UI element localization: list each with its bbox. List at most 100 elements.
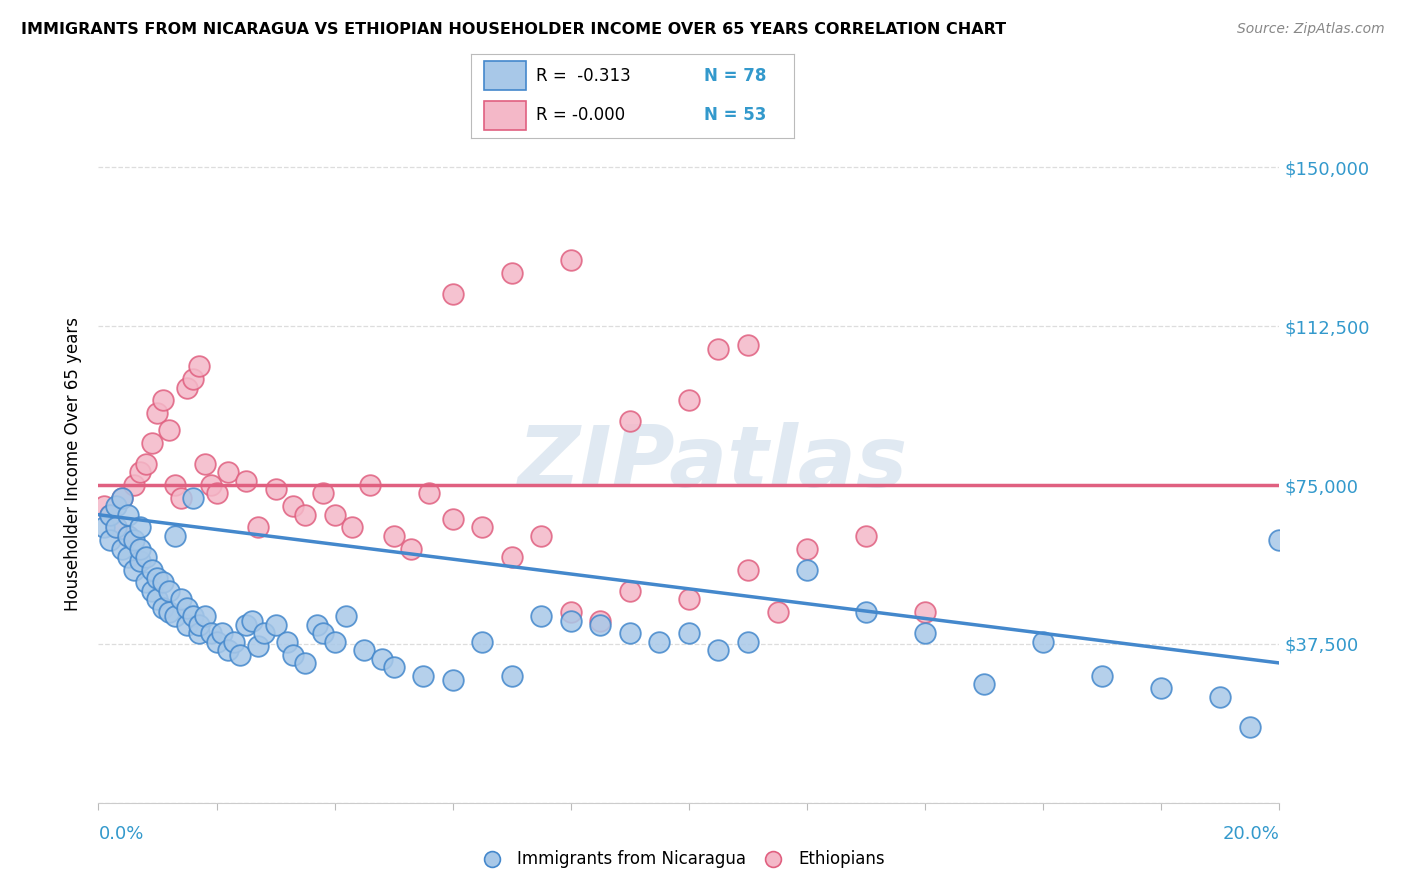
Point bbox=[111, 491, 134, 505]
Point bbox=[796, 563, 818, 577]
Text: Source: ZipAtlas.com: Source: ZipAtlas.com bbox=[1237, 22, 1385, 37]
Point bbox=[276, 635, 298, 649]
Point bbox=[501, 266, 523, 280]
Point bbox=[855, 529, 877, 543]
Point bbox=[224, 635, 246, 649]
Point bbox=[418, 486, 440, 500]
Point bbox=[157, 584, 180, 599]
Point bbox=[93, 520, 115, 534]
Point bbox=[441, 287, 464, 301]
Point bbox=[762, 851, 785, 865]
Point bbox=[530, 529, 553, 543]
Point bbox=[737, 635, 759, 649]
Point bbox=[181, 491, 204, 505]
Point bbox=[914, 605, 936, 619]
Point bbox=[305, 617, 328, 632]
Point bbox=[146, 592, 169, 607]
Point bbox=[323, 508, 346, 522]
Point bbox=[194, 457, 217, 471]
Point bbox=[441, 673, 464, 687]
Point bbox=[98, 533, 121, 548]
Point bbox=[619, 415, 641, 429]
Point bbox=[128, 554, 150, 568]
Point bbox=[135, 575, 157, 590]
Point bbox=[152, 575, 174, 590]
Point bbox=[105, 520, 128, 534]
Point bbox=[205, 486, 228, 500]
Point bbox=[229, 648, 252, 662]
Point bbox=[194, 609, 217, 624]
Point bbox=[217, 466, 239, 480]
Point bbox=[240, 614, 263, 628]
Point bbox=[1091, 669, 1114, 683]
Point bbox=[1150, 681, 1173, 696]
Point bbox=[707, 343, 730, 357]
Point bbox=[589, 617, 612, 632]
Point bbox=[157, 423, 180, 437]
Point bbox=[1032, 635, 1054, 649]
Point bbox=[200, 626, 222, 640]
Point bbox=[246, 520, 269, 534]
Point bbox=[135, 549, 157, 565]
Point bbox=[205, 635, 228, 649]
Point bbox=[235, 617, 257, 632]
Point bbox=[211, 626, 233, 640]
Point bbox=[117, 508, 139, 522]
Point bbox=[152, 601, 174, 615]
Point bbox=[128, 520, 150, 534]
Point bbox=[105, 520, 128, 534]
Point bbox=[619, 584, 641, 599]
Point bbox=[187, 359, 209, 374]
Point bbox=[560, 605, 582, 619]
Point bbox=[141, 435, 163, 450]
Point bbox=[401, 541, 423, 556]
Point bbox=[176, 601, 198, 615]
Point bbox=[766, 605, 789, 619]
Point bbox=[128, 466, 150, 480]
Point bbox=[217, 643, 239, 657]
Point bbox=[246, 639, 269, 653]
Point bbox=[253, 626, 276, 640]
Point bbox=[117, 529, 139, 543]
Text: R =  -0.313: R = -0.313 bbox=[536, 67, 630, 85]
Point bbox=[176, 617, 198, 632]
Point bbox=[264, 483, 287, 497]
Point bbox=[737, 563, 759, 577]
Point bbox=[973, 677, 995, 691]
Point bbox=[264, 617, 287, 632]
Point bbox=[648, 635, 671, 649]
Point bbox=[737, 338, 759, 352]
Point bbox=[560, 614, 582, 628]
Point bbox=[359, 478, 381, 492]
Point bbox=[170, 592, 193, 607]
Text: 0.0%: 0.0% bbox=[98, 825, 143, 843]
Point bbox=[312, 626, 335, 640]
FancyBboxPatch shape bbox=[484, 62, 526, 90]
Point bbox=[181, 372, 204, 386]
Point bbox=[501, 669, 523, 683]
Point bbox=[122, 563, 145, 577]
Point bbox=[530, 609, 553, 624]
Point bbox=[146, 406, 169, 420]
Point bbox=[707, 643, 730, 657]
Point bbox=[382, 660, 405, 674]
Point bbox=[471, 520, 494, 534]
Point bbox=[122, 478, 145, 492]
Point bbox=[117, 529, 139, 543]
Point bbox=[152, 393, 174, 408]
Point bbox=[312, 486, 335, 500]
Point bbox=[678, 393, 700, 408]
Point bbox=[855, 605, 877, 619]
Point bbox=[1268, 533, 1291, 548]
Text: ZIPatlas: ZIPatlas bbox=[517, 422, 908, 506]
Point bbox=[235, 474, 257, 488]
Point bbox=[165, 609, 187, 624]
Point bbox=[181, 609, 204, 624]
Text: N = 78: N = 78 bbox=[704, 67, 766, 85]
Point bbox=[294, 508, 316, 522]
Point bbox=[176, 381, 198, 395]
Point bbox=[111, 491, 134, 505]
Point bbox=[342, 520, 364, 534]
Point bbox=[481, 851, 503, 865]
Point bbox=[382, 529, 405, 543]
